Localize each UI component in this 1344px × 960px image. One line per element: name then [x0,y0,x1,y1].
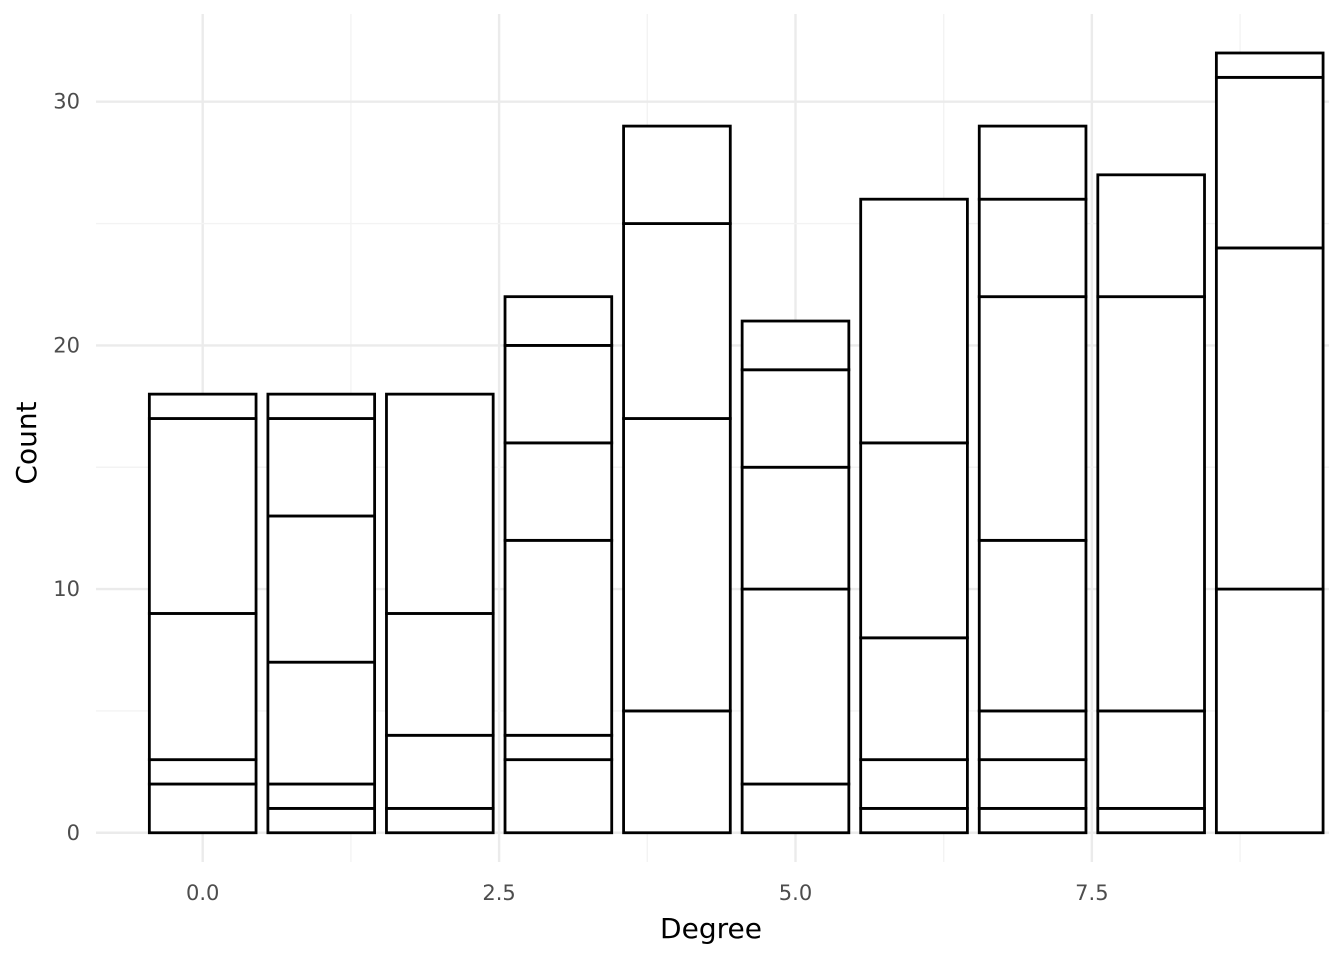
bar-stack [977,124,1088,835]
bar-segment [622,222,732,420]
x-tick-labels: 0.0 2.5 5.0 7.5 [186,881,1109,905]
bar-segment [503,344,614,445]
bar-segment [1214,587,1325,835]
bar-segment [1214,51,1325,79]
x-tick-label: 2.5 [482,881,515,905]
bar-stack [740,319,851,835]
bar-segment [385,612,495,737]
y-tick-labels: 0 10 20 30 [53,90,80,845]
bar-segment [147,392,258,420]
bar-segment [503,441,614,542]
bar-segment [1096,173,1206,299]
bar-segment [859,806,969,835]
bar-segment [266,782,377,810]
bar-segment [622,124,732,225]
bar-segment [385,733,495,810]
bar-segment [977,806,1088,835]
y-tick-label: 30 [53,90,80,114]
bar-stack [266,392,377,835]
bar-segment [740,368,851,469]
bar-segment [1096,806,1206,835]
bar-stack [147,392,258,835]
bar-segment [859,758,969,810]
bar-segment [147,758,258,786]
bar-segment [266,660,377,786]
bar-segment [977,538,1088,713]
bar-segment [977,197,1088,299]
bar-segment [266,806,377,835]
bar-segment [503,295,614,347]
bar-segment [622,417,732,713]
bar-stack [385,392,495,835]
bar-segment [147,417,258,615]
bar-segment [147,782,258,835]
bar-segment [503,538,614,737]
bar-segment [977,709,1088,762]
y-axis-title: Count [10,401,43,484]
bar-segment [977,758,1088,810]
y-tick-label: 10 [53,577,80,601]
bar-segment [740,782,851,835]
x-tick-label: 0.0 [186,881,219,905]
x-tick-label: 7.5 [1075,881,1108,905]
bar-segment [859,197,969,445]
bar-segment [622,709,732,835]
bar-segment [740,319,851,372]
bar-segment [266,514,377,664]
bar-segment [503,758,614,835]
bar-stack [1214,51,1325,835]
bars [147,51,1325,835]
bar-segment [1096,295,1206,713]
bar-segment [1214,75,1325,250]
bar-segment [740,465,851,591]
x-axis-title: Degree [660,912,762,945]
bar-stack [1096,173,1206,835]
bar-stack [622,124,732,835]
x-tick-label: 5.0 [779,881,812,905]
bar-segment [385,392,495,615]
bar-segment [977,295,1088,542]
bar-segment [1214,246,1325,591]
bar-segment [740,587,851,786]
bar-segment [859,636,969,762]
bar-stack [859,197,969,835]
bar-segment [1096,709,1206,810]
y-tick-label: 0 [67,821,80,845]
bar-segment [385,806,495,835]
bar-segment [859,441,969,640]
bar-segment [503,733,614,762]
y-tick-label: 20 [53,333,80,357]
bar-segment [147,612,258,762]
bar-segment [977,124,1088,201]
bar-segment [266,417,377,518]
bar-stack [503,295,614,835]
bar-segment [266,392,377,420]
